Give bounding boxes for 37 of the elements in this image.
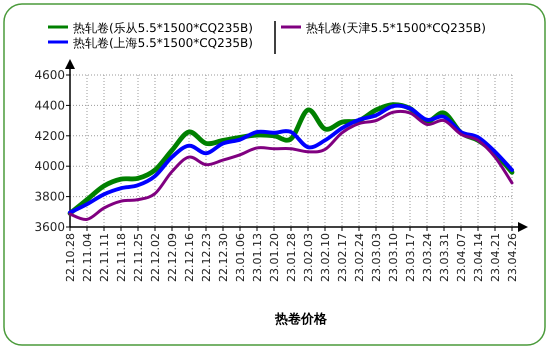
x-tick-label: 23.03.03 <box>370 233 383 282</box>
x-tick-label: 22.11.11 <box>98 233 111 282</box>
x-tick-label: 23.01.13 <box>251 233 264 282</box>
x-tick-label: 22.11.25 <box>132 233 145 282</box>
x-tick-label: 22.12.30 <box>217 233 230 282</box>
y-tick-label: 3600 <box>34 220 65 234</box>
x-tick-label: 22.12.16 <box>183 233 196 282</box>
x-tick-label: 23.03.10 <box>387 233 400 282</box>
y-tick-label: 4600 <box>34 68 65 82</box>
x-tick-label: 23.04.21 <box>489 233 502 282</box>
legend-label: 热轧卷(乐从5.5*1500*CQ235B) <box>73 21 253 35</box>
y-tick-label: 3800 <box>34 190 65 204</box>
x-tick-label: 23.04.14 <box>472 233 485 282</box>
x-tick-label: 23.01.06 <box>234 233 247 282</box>
x-tick-label: 23.04.26 <box>506 233 519 282</box>
x-tick-label: 22.11.04 <box>81 233 94 282</box>
x-tick-label: 22.12.23 <box>200 233 213 282</box>
y-tick-label: 4000 <box>34 159 65 174</box>
legend-label: 热轧卷(上海5.5*1500*CQ235B) <box>73 36 253 50</box>
x-tick-label: 22.11.18 <box>115 233 128 282</box>
legend-label: 热轧卷(天津5.5*1500*CQ235B) <box>306 21 486 35</box>
x-tick-label: 23.01.20 <box>268 233 281 282</box>
x-tick-label: 23.02.24 <box>353 233 366 282</box>
y-tick-label: 4400 <box>34 98 65 112</box>
x-tick-label: 23.04.07 <box>455 233 468 282</box>
x-tick-label: 23.02.10 <box>319 233 332 282</box>
x-tick-label: 23.01.28 <box>285 233 298 282</box>
x-tick-label: 23.02.03 <box>302 233 315 282</box>
y-tick-label: 4200 <box>34 128 65 143</box>
x-tick-label: 22.10.28 <box>64 233 77 282</box>
x-tick-label: 23.03.24 <box>421 233 434 282</box>
x-tick-label: 22.12.09 <box>166 233 179 282</box>
x-tick-label: 23.03.31 <box>438 233 451 282</box>
x-tick-label: 23.03.17 <box>404 233 417 282</box>
x-tick-label: 22.12.02 <box>149 233 162 282</box>
x-axis-title: 热卷价格 <box>274 312 328 327</box>
x-tick-label: 23.02.17 <box>336 233 349 282</box>
